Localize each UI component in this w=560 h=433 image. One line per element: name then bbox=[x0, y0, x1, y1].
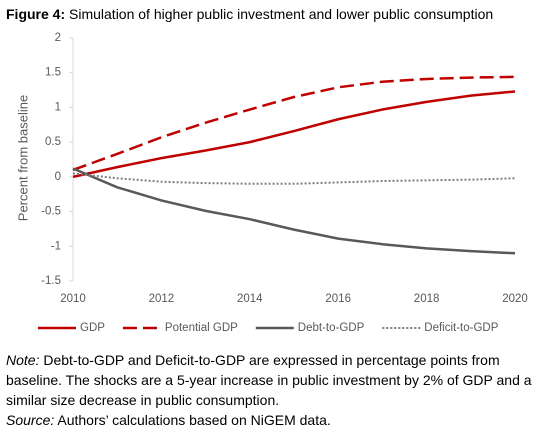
series-line bbox=[72, 90, 516, 179]
y-tick-label: -0.5 bbox=[41, 206, 61, 218]
legend-label: Potential GDP bbox=[165, 322, 238, 334]
y-tick-label: 0 bbox=[55, 171, 61, 183]
x-tick-label: 2012 bbox=[149, 293, 175, 305]
series-line bbox=[72, 75, 516, 172]
legend-label: Debt-to-GDP bbox=[298, 322, 365, 334]
legend-label: GDP bbox=[80, 322, 105, 334]
y-tick-label: 0.5 bbox=[45, 136, 61, 148]
y-tick-label: 2 bbox=[55, 32, 61, 44]
x-tick-label: 2014 bbox=[237, 293, 263, 305]
source-label: Source: bbox=[6, 412, 55, 428]
y-tick-label: 1.5 bbox=[45, 67, 61, 79]
note-label: Note: bbox=[6, 352, 40, 368]
series-line bbox=[72, 172, 516, 185]
x-tick-label: 2018 bbox=[414, 293, 440, 305]
series-line bbox=[72, 167, 516, 255]
y-tick-label: -1.5 bbox=[41, 275, 61, 287]
title-text: Simulation of higher public investment a… bbox=[69, 6, 494, 22]
chart-title: Figure 4: Simulation of higher public in… bbox=[6, 6, 493, 22]
x-tick-label: 2010 bbox=[60, 293, 86, 305]
y-axis-label: Percent from baseline bbox=[15, 95, 30, 221]
y-tick-label: 1 bbox=[55, 101, 61, 113]
x-tick-label: 2020 bbox=[502, 293, 528, 305]
x-tick-label: 2016 bbox=[325, 293, 351, 305]
note: Note: Debt-to-GDP and Deficit-to-GDP are… bbox=[6, 350, 554, 430]
y-tick-label: -1 bbox=[51, 240, 61, 252]
note-text: Debt-to-GDP and Deficit-to-GDP are expre… bbox=[6, 352, 532, 408]
figure-label: Figure 4: bbox=[6, 6, 66, 22]
legend-label: Deficit-to-GDP bbox=[424, 322, 498, 334]
chart: Percent from baseline -1.5 -1 -0.5 0 0.5 1 1.5… bbox=[15, 32, 528, 334]
source-text: Authors’ calculations based on NiGEM dat… bbox=[54, 412, 331, 428]
